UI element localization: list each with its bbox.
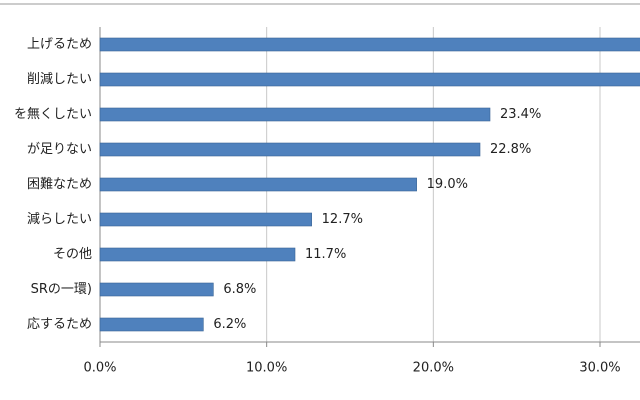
bar [99, 247, 296, 262]
data-label: 12.7% [322, 212, 363, 227]
bar [99, 317, 204, 332]
data-label: 22.8% [490, 142, 531, 157]
y-tick-label: 削減したい [27, 71, 92, 87]
y-tick-label: 上げるため [27, 37, 92, 52]
data-label: 6.2% [213, 317, 246, 332]
y-tick-label: が足りない [27, 142, 92, 157]
data-label: 23.4% [500, 107, 541, 122]
x-tick-label: 20.0% [413, 361, 454, 376]
data-label: 6.8% [223, 282, 256, 297]
x-tick-label: 10.0% [246, 361, 287, 376]
y-tick-label: 応するため [27, 317, 92, 332]
bar [99, 142, 481, 157]
x-tick-label: 30.0% [579, 361, 620, 376]
bar [99, 37, 640, 52]
bar [99, 282, 214, 297]
y-tick-label: を無くしたい [14, 107, 92, 122]
data-label: 11.7% [305, 247, 346, 262]
x-tick-label: 0.0% [83, 361, 116, 376]
bar [99, 72, 640, 87]
y-tick-label: 減らしたい [27, 211, 92, 227]
y-tick-label: 困難なため [27, 177, 92, 192]
bar [99, 107, 491, 122]
y-tick-label: SRの一環) [31, 282, 92, 297]
bar [99, 177, 417, 192]
data-label: 19.0% [427, 177, 468, 192]
y-tick-label: その他 [53, 247, 92, 262]
bar [99, 212, 312, 227]
